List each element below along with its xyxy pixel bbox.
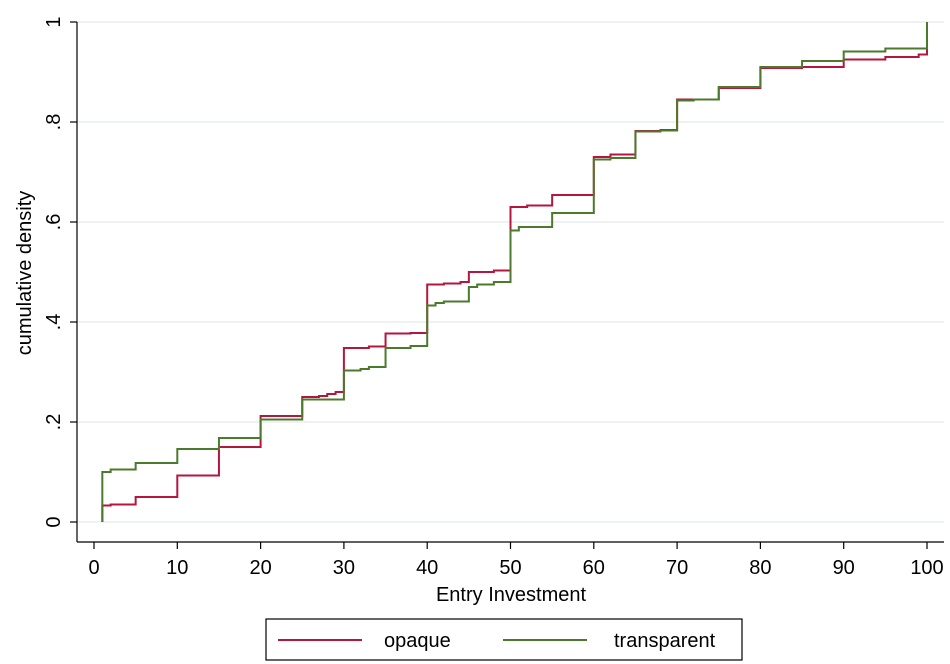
y-tick-label-3: .6 [43,214,65,231]
x-tick-label-1: 10 [166,557,188,579]
x-tick-label-7: 70 [666,557,688,579]
grid-lines [77,21,944,523]
x-tick-label-5: 50 [499,557,521,579]
series-lines [101,22,928,522]
y-tick-label-2: .4 [43,314,65,331]
y-tick-label-5: 1 [43,16,65,27]
x-tick-label-8: 80 [749,557,771,579]
ticks: 0.2.4.6.810 10 20 30 40 50 60 70 80 90 100 [43,16,944,579]
x-axis-title: Entry Investment [436,584,587,606]
legend: opaque transparent [265,618,743,661]
legend-label-opaque: opaque [384,630,451,652]
y-tick-label-0: 0 [43,516,65,527]
x-tick-label-0: 0 [88,557,99,579]
y-axis-title: cumulative density [14,191,36,356]
x-tick-label-2: 20 [249,557,271,579]
legend-label-transparent: transparent [614,630,716,652]
series-line-transparent [101,22,928,522]
y-tick-label-1: .2 [43,414,65,431]
x-tick-label-6: 60 [583,557,605,579]
x-tick-label-10: 100 [910,557,943,579]
x-tick-label-4: 40 [416,557,438,579]
x-tick-label-3: 30 [333,557,355,579]
y-tick-label-4: .8 [43,114,65,131]
x-tick-label-9: 90 [833,557,855,579]
